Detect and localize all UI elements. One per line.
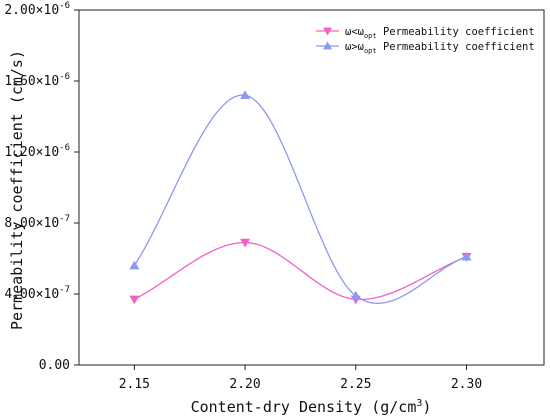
- series-line-2: [133, 94, 467, 304]
- data-point-series-2: [240, 90, 251, 99]
- series-line-1: [134, 241, 467, 301]
- legend-marker-series-1: [323, 27, 332, 36]
- x-tick-label: 2.30: [451, 377, 482, 392]
- y-tick-label: 0.00: [39, 358, 70, 373]
- plot-frame: [78, 9, 545, 366]
- legend: ω<ωopt Permeability coefficient ω>ωopt P…: [316, 26, 535, 55]
- y-tick-label: 4.00×10-7: [4, 285, 70, 302]
- legend-label-series-2: ω>ωopt Permeability coefficient: [345, 41, 535, 55]
- x-tick-label: 2.15: [119, 377, 150, 392]
- x-tick-label: 2.20: [229, 377, 260, 392]
- legend-label-series-1: ω<ωopt Permeability coefficient: [345, 26, 535, 40]
- y-tick-label: 8.00×10-7: [4, 214, 70, 231]
- series-layer: [129, 90, 472, 305]
- y-axis-title: Permeability coefficient (cm/s): [8, 50, 26, 330]
- legend-marker-series-2: [323, 41, 332, 50]
- y-tick-label: 2.00×10-6: [4, 1, 70, 18]
- y-tick-label: 1.60×10-6: [4, 72, 70, 89]
- data-point-series-1: [129, 295, 140, 305]
- y-tick-label: 1.20×10-6: [4, 143, 70, 160]
- x-axis-title: Content-dry Density (g/cm3): [191, 398, 432, 416]
- x-axis: 2.15 2.20 2.25 2.30: [119, 365, 482, 392]
- data-point-series-1: [240, 238, 251, 248]
- data-point-series-2: [350, 290, 361, 300]
- data-point-series-2: [461, 251, 472, 261]
- y-axis: 0.00 4.00×10-7 8.00×10-7 1.20×10-6 1.60×10-6…: [4, 1, 79, 373]
- data-point-series-2: [129, 260, 140, 270]
- x-tick-label: 2.25: [340, 377, 371, 392]
